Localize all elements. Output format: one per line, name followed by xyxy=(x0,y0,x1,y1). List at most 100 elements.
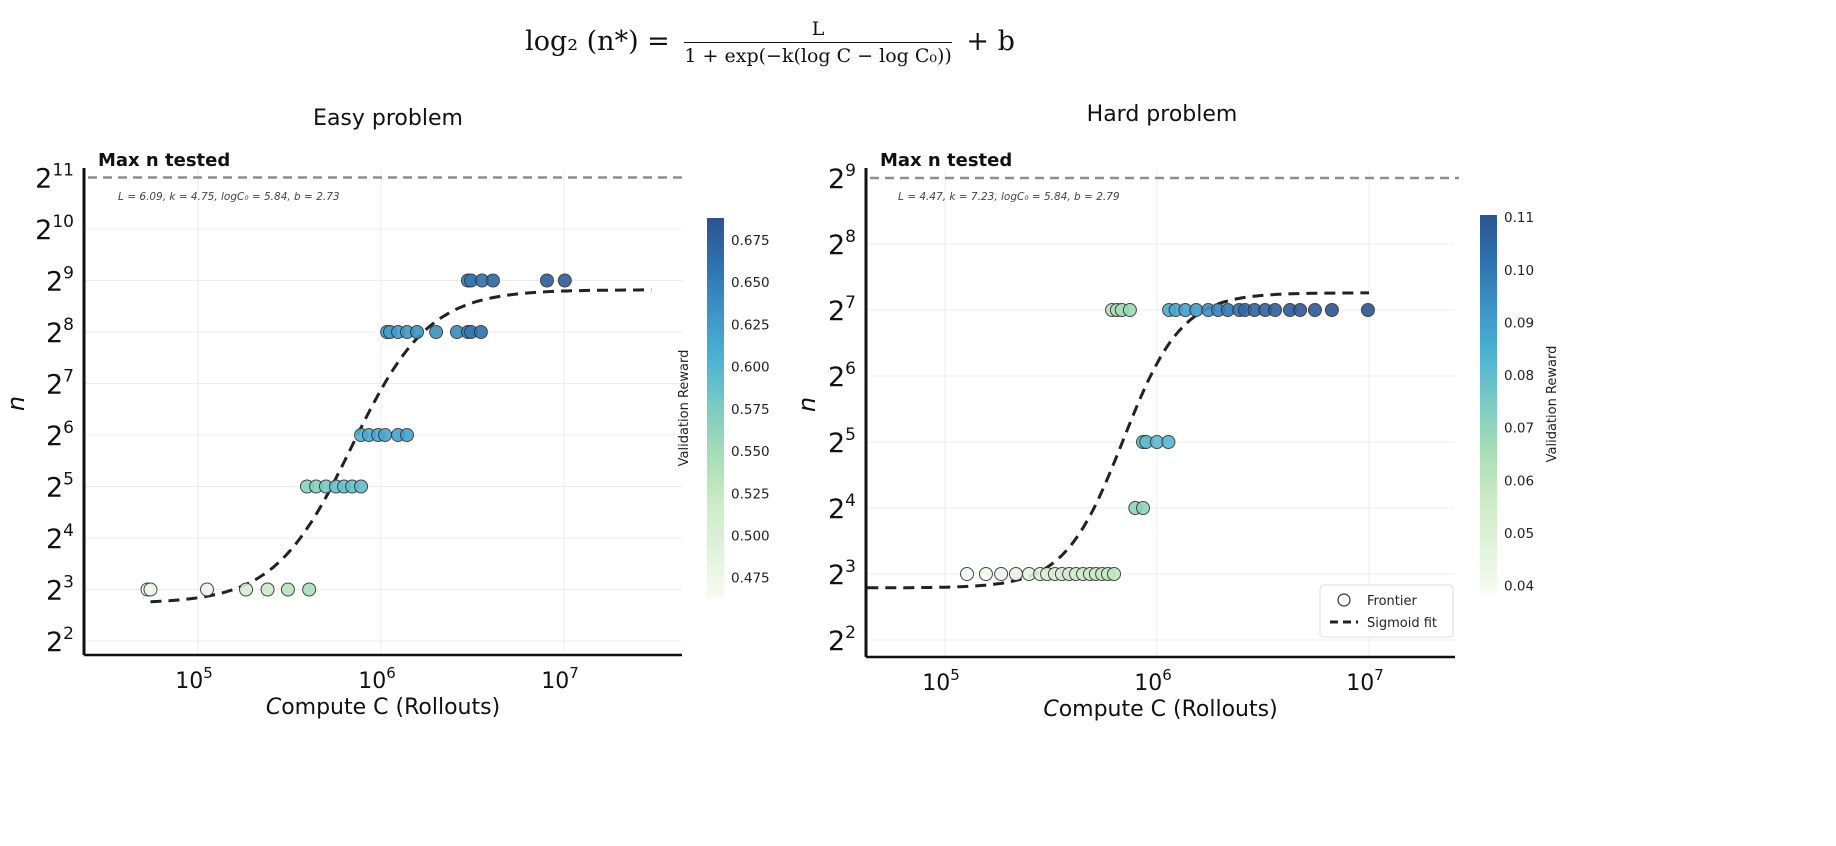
frontier-point xyxy=(410,325,425,339)
frontier-point xyxy=(429,325,444,339)
y-tick-label: 25 xyxy=(46,470,74,504)
chart-title: Easy problem xyxy=(313,106,463,131)
colorbar-tick-label: 0.550 xyxy=(731,444,770,460)
y-tick-label: 22 xyxy=(828,623,856,657)
frontier-point xyxy=(1161,435,1176,449)
fit-params-text: L = 4.47, k = 7.23, logC₀ = 5.84, b = 2.… xyxy=(898,191,1120,203)
y-tick-label: 210 xyxy=(35,212,74,246)
colorbar-tick-label: 0.475 xyxy=(731,571,770,587)
colorbar-tick-label: 0.625 xyxy=(731,317,770,333)
y-tick-label: 23 xyxy=(46,573,74,607)
y-axis-label: n xyxy=(2,396,30,411)
y-tick-exponent: 2 xyxy=(63,624,74,644)
colorbar-tick-label: 0.650 xyxy=(731,275,770,291)
max-n-label: Max n tested xyxy=(880,150,1012,171)
y-tick-exponent: 9 xyxy=(63,264,74,284)
y-tick-label: 211 xyxy=(35,161,74,195)
y-tick-exponent: 8 xyxy=(845,227,856,247)
y-tick-label: 29 xyxy=(46,264,74,298)
x-tick-label: 106 xyxy=(1134,666,1172,696)
y-tick-label: 28 xyxy=(46,315,74,349)
y-tick-exponent: 3 xyxy=(63,573,74,593)
x-axis-label: Compute C (Rollouts) xyxy=(266,695,500,720)
chart-panel-2: Max n tested L = 4.47, k = 7.23, logC₀ = … xyxy=(793,102,1560,722)
frontier-point xyxy=(1293,303,1308,317)
equation: log₂ (n*) = L 1 + exp(−k(log C − log C₀)… xyxy=(0,18,1540,67)
frontier-point xyxy=(1360,303,1375,317)
y-axis-label: n xyxy=(793,397,821,412)
chart-panel-1: Max n tested L = 6.09, k = 4.75, logC₀ = … xyxy=(2,106,770,720)
x-axis-label: Compute C (Rollouts) xyxy=(1043,697,1277,722)
colorbar-tick-label: 0.04 xyxy=(1504,579,1534,595)
y-tick-exponent: 5 xyxy=(845,425,856,445)
y-tick-label: 27 xyxy=(46,367,74,401)
frontier-point xyxy=(539,273,554,288)
colorbar-tick-label: 0.11 xyxy=(1504,210,1534,226)
y-tick-exponent: 11 xyxy=(52,161,74,181)
equation-fraction: L 1 + exp(−k(log C − log C₀)) xyxy=(684,18,952,67)
fit-params-text: L = 6.09, k = 4.75, logC₀ = 5.84, b = 2.… xyxy=(118,191,340,203)
x-axis-label-variable: C xyxy=(1043,697,1059,722)
frontier-point xyxy=(200,582,215,597)
x-tick-label: 105 xyxy=(922,666,960,696)
y-tick-exponent: 8 xyxy=(63,315,74,335)
frontier-point xyxy=(1189,303,1204,317)
frontier-point xyxy=(978,567,993,581)
frontier-point xyxy=(378,428,393,442)
y-tick-exponent: 9 xyxy=(845,161,856,181)
x-tick-label: 106 xyxy=(358,664,396,694)
y-tick-label: 27 xyxy=(828,293,856,327)
x-tick-label: 107 xyxy=(1346,666,1384,696)
x-tick-label: 105 xyxy=(175,664,213,694)
equation-numerator: L xyxy=(684,18,952,43)
colorbar-tick-label: 0.675 xyxy=(731,233,770,249)
colorbar-label: Validation Reward xyxy=(1545,346,1560,463)
x-tick-exponent: 7 xyxy=(569,664,579,682)
x-tick-exponent: 6 xyxy=(1162,666,1172,684)
frontier-point xyxy=(1122,303,1137,317)
colorbar-tick-label: 0.07 xyxy=(1504,421,1534,437)
y-tick-exponent: 7 xyxy=(63,367,74,387)
legend-label-frontier: Frontier xyxy=(1367,594,1417,609)
y-tick-exponent: 4 xyxy=(845,491,856,511)
frontier-point xyxy=(260,582,275,597)
frontier-point xyxy=(1107,567,1122,581)
colorbar-tick-label: 0.09 xyxy=(1504,315,1534,331)
y-tick-label: 25 xyxy=(828,425,856,459)
frontier-point xyxy=(354,479,369,494)
frontier-point xyxy=(473,325,488,339)
legend-frontier-marker xyxy=(1337,593,1351,607)
x-tick-exponent: 6 xyxy=(386,664,396,682)
y-tick-exponent: 6 xyxy=(845,359,856,379)
legend-box xyxy=(1319,584,1454,638)
frontier-point xyxy=(960,567,975,581)
colorbar-tick-label: 0.575 xyxy=(731,402,770,418)
y-tick-exponent: 10 xyxy=(52,212,74,232)
frontier-point xyxy=(143,582,158,597)
max-n-label: Max n tested xyxy=(98,150,230,171)
frontier-point xyxy=(1307,303,1322,317)
y-tick-exponent: 4 xyxy=(63,521,74,541)
sigmoid-fit-curve xyxy=(867,291,1369,590)
frontier-point xyxy=(485,273,500,288)
y-tick-label: 26 xyxy=(828,359,856,393)
y-tick-exponent: 7 xyxy=(845,293,856,313)
y-tick-exponent: 3 xyxy=(845,557,856,577)
x-tick-exponent: 7 xyxy=(1374,666,1384,684)
colorbar-tick-label: 0.10 xyxy=(1504,263,1534,279)
y-tick-label: 26 xyxy=(46,418,74,452)
x-tick-label: 107 xyxy=(541,664,579,694)
y-tick-label: 24 xyxy=(46,521,74,555)
frontier-point xyxy=(1324,303,1339,317)
frontier-point xyxy=(1136,501,1151,515)
colorbar-label: Validation Reward xyxy=(677,350,692,467)
y-tick-label: 22 xyxy=(46,624,74,658)
y-tick-exponent: 2 xyxy=(845,623,856,643)
y-tick-label: 24 xyxy=(828,491,856,525)
frontier-point xyxy=(1268,303,1283,317)
colorbar xyxy=(707,218,724,598)
colorbar-tick-label: 0.600 xyxy=(731,360,770,376)
colorbar-tick-label: 0.500 xyxy=(731,529,770,545)
sigmoid-fit-curve xyxy=(150,288,652,604)
